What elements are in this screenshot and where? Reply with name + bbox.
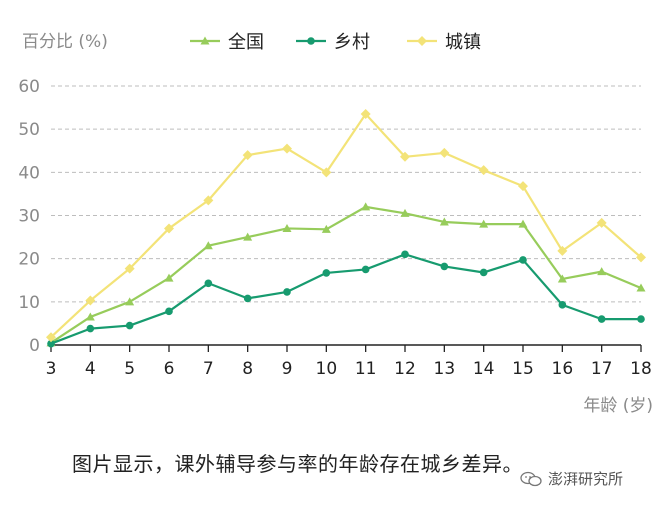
legend: 全国 乡村 城镇 <box>190 32 481 53</box>
data-point <box>557 274 567 283</box>
y-tick-label: 40 <box>18 163 40 183</box>
y-axis-label: 百分比 (%) <box>22 32 108 52</box>
legend-label: 全国 <box>228 32 264 53</box>
data-point <box>321 224 331 233</box>
legend-marker <box>200 36 210 45</box>
wechat-icon <box>520 471 542 486</box>
data-point <box>597 315 606 323</box>
x-axis-label: 年龄 (岁) <box>583 396 653 416</box>
series-2 <box>47 250 645 348</box>
data-point <box>124 263 135 274</box>
data-point <box>361 265 370 274</box>
data-point <box>203 241 213 250</box>
data-point <box>439 217 449 226</box>
data-point <box>243 232 253 241</box>
data-point <box>125 321 134 330</box>
data-point <box>164 273 174 282</box>
y-tick-label: 10 <box>18 293 40 313</box>
data-point <box>440 262 449 271</box>
data-point <box>282 143 292 154</box>
data-point <box>636 252 646 263</box>
series-line <box>50 253 641 345</box>
x-tick-label: 3 <box>46 359 57 379</box>
watermark: 澎湃研究所 <box>520 468 623 489</box>
data-point <box>361 202 371 211</box>
data-point <box>400 208 410 217</box>
data-point <box>242 150 253 161</box>
x-tick-label: 18 <box>630 359 652 379</box>
x-axis-ticks: 3 4 5 6 7 8 9 10 11 12 13 14 15 16 17 18 <box>46 345 652 379</box>
data-point <box>125 297 135 306</box>
y-tick-label: 60 <box>18 77 40 97</box>
x-tick-label: 5 <box>124 359 135 379</box>
series-1 <box>46 202 646 347</box>
data-point <box>86 324 95 333</box>
x-tick-label: 8 <box>242 359 253 379</box>
line-chart: 百分比 (%) 全国 乡村 城镇 0 10 20 30 40 50 60 3 4 5 6 7 8 9 10 11… <box>18 32 653 416</box>
data-point <box>164 223 174 234</box>
x-tick-label: 13 <box>434 359 456 379</box>
x-tick-label: 11 <box>355 359 377 379</box>
data-point <box>558 301 567 309</box>
data-point <box>478 165 489 176</box>
data-point <box>597 267 607 276</box>
data-point <box>85 312 95 321</box>
x-tick-label: 12 <box>394 359 416 379</box>
x-tick-label: 6 <box>164 359 175 379</box>
data-point <box>203 195 214 206</box>
watermark-text: 澎湃研究所 <box>548 470 624 488</box>
data-point <box>557 245 568 256</box>
data-point <box>519 256 527 264</box>
data-point <box>637 315 645 323</box>
y-axis-ticks: 0 10 20 30 40 50 60 <box>18 77 40 356</box>
legend-label: 乡村 <box>334 32 370 53</box>
data-point <box>439 147 450 158</box>
x-tick-label: 7 <box>203 359 214 379</box>
x-tick-label: 9 <box>282 359 293 379</box>
y-tick-label: 50 <box>18 120 40 140</box>
series-layer <box>46 109 646 348</box>
legend-marker <box>417 36 427 46</box>
data-point <box>400 151 410 162</box>
legend-label: 城镇 <box>445 32 481 53</box>
legend-marker <box>307 37 315 45</box>
x-tick-label: 17 <box>591 359 613 379</box>
series-3 <box>46 109 646 343</box>
data-point <box>283 288 291 296</box>
data-point <box>322 269 331 277</box>
x-tick-label: 4 <box>85 359 96 379</box>
data-point <box>479 219 489 228</box>
y-tick-label: 20 <box>18 250 40 270</box>
y-tick-label: 30 <box>18 207 40 227</box>
data-point <box>165 307 173 316</box>
data-point <box>85 295 96 306</box>
x-tick-label: 14 <box>473 359 495 379</box>
data-point <box>518 181 528 192</box>
grid <box>51 85 641 346</box>
data-point <box>321 167 332 178</box>
x-tick-label: 15 <box>512 359 534 379</box>
data-point <box>243 294 252 303</box>
data-point <box>360 109 371 120</box>
data-point <box>518 219 528 228</box>
data-point <box>636 283 646 292</box>
y-tick-label: 0 <box>29 336 40 356</box>
data-point <box>479 268 488 277</box>
caption: 图片显示，课外辅导参与率的年龄存在城乡差异。 <box>72 452 523 476</box>
data-point <box>401 250 409 259</box>
data-point <box>204 279 213 288</box>
x-tick-label: 10 <box>316 359 338 379</box>
data-point <box>596 217 607 228</box>
data-point <box>47 339 55 348</box>
series-line <box>50 112 642 339</box>
series-line <box>50 205 642 344</box>
x-tick-label: 16 <box>552 359 574 379</box>
data-point <box>46 332 56 343</box>
data-point <box>282 223 292 232</box>
